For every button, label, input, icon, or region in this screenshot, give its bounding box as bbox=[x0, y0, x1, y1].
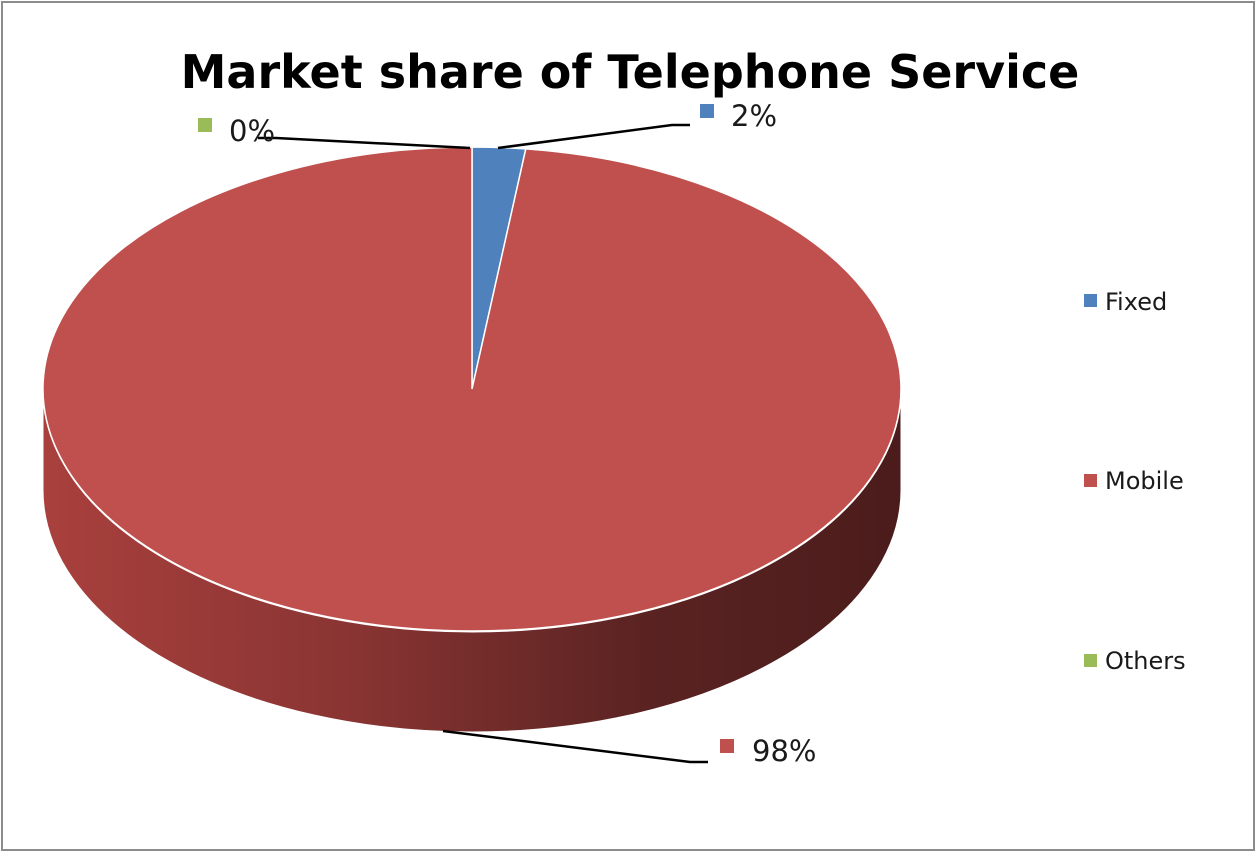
data-label-fixed: 2% bbox=[731, 99, 777, 133]
pie-slice-mobile bbox=[42, 146, 902, 632]
leader-line-others bbox=[258, 136, 471, 150]
legend-swatch-mobile bbox=[1084, 474, 1097, 487]
legend-swatch-fixed bbox=[1084, 294, 1097, 307]
data-label-others: 0% bbox=[229, 114, 275, 148]
data-label-mobile: 98% bbox=[752, 734, 816, 768]
data-label-marker-mobile bbox=[720, 739, 734, 753]
legend-label-mobile: Mobile bbox=[1105, 467, 1184, 495]
legend-swatch-others bbox=[1084, 654, 1097, 667]
legend-label-others: Others bbox=[1105, 647, 1186, 675]
legend-label-fixed: Fixed bbox=[1105, 288, 1167, 316]
leader-line-fixed bbox=[497, 123, 690, 150]
leader-line-mobile bbox=[442, 729, 708, 764]
legend: Fixed Mobile Others bbox=[1084, 288, 1186, 675]
data-label-marker-fixed bbox=[700, 104, 714, 118]
pie-slices bbox=[42, 146, 902, 632]
pie-side-wall bbox=[42, 389, 902, 733]
leader-lines bbox=[258, 123, 708, 764]
chart-title: Market share of Telephone Service bbox=[181, 45, 1080, 99]
data-label-marker-others bbox=[198, 118, 212, 132]
